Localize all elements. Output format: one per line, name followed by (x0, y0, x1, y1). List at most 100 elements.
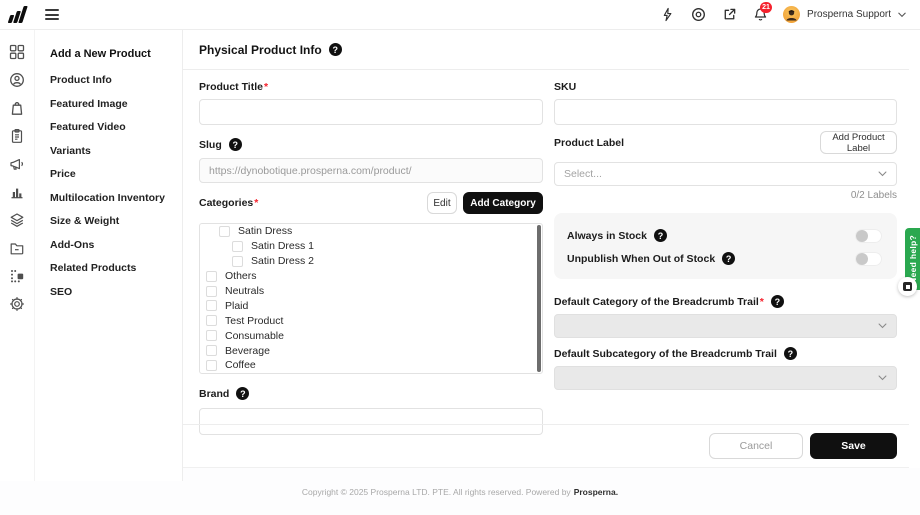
dashboard-icon[interactable] (9, 43, 26, 60)
store-bag-icon[interactable] (9, 99, 26, 116)
checkbox-icon[interactable] (206, 330, 217, 342)
help-icon-always-in-stock[interactable] (653, 229, 667, 242)
sidebar: Add a New Product Product Info Featured … (35, 30, 183, 481)
sidebar-item-related-products[interactable]: Related Products (50, 262, 137, 274)
categories-list: Satin Dress Satin Dress 1 Satin Dress 2 … (199, 223, 543, 374)
footer-brand: Prosperna. (573, 486, 619, 497)
product-title-input[interactable] (199, 99, 543, 125)
checkbox-icon[interactable] (206, 359, 217, 371)
help-icon-default-category[interactable] (770, 295, 784, 308)
page-title: Physical Product Info (199, 42, 322, 57)
settings-gear-icon[interactable] (9, 295, 26, 312)
cancel-button[interactable]: Cancel (709, 433, 803, 459)
slug-label: Slug (199, 138, 543, 151)
default-subcategory-label: Default Subcategory of the Breadcrumb Tr… (554, 347, 897, 360)
categories-label: Categories * (199, 197, 259, 209)
categories-row: Categories * Edit Add Category (199, 192, 543, 214)
product-label-select[interactable]: Select... (554, 162, 897, 186)
apps-grid-icon[interactable] (9, 267, 26, 284)
product-title-label: Product Title * (199, 81, 269, 93)
checkbox-icon[interactable] (219, 225, 230, 237)
target-icon[interactable] (690, 7, 706, 23)
help-icon-default-subcategory[interactable] (783, 347, 797, 360)
always-in-stock-toggle[interactable] (855, 228, 882, 243)
sidebar-item-multilocation-inventory[interactable]: Multilocation Inventory (50, 191, 165, 204)
category-checkbox-row[interactable]: Plaid (200, 298, 542, 313)
checkbox-icon[interactable] (206, 345, 217, 357)
main-header: Physical Product Info (183, 30, 909, 70)
checkbox-icon[interactable] (206, 285, 217, 297)
topbar: 21 Prosperna Support (0, 0, 920, 30)
default-category-select[interactable] (554, 314, 897, 338)
lightning-icon[interactable] (659, 7, 675, 23)
brand-label: Brand (199, 387, 543, 400)
category-checkbox-row[interactable]: Consumable (200, 328, 542, 343)
always-in-stock-row: Always in Stock (567, 224, 882, 247)
add-category-button[interactable]: Add Category (463, 192, 543, 214)
customers-icon[interactable] (9, 71, 26, 88)
sidebar-item-add-ons[interactable]: Add-Ons (50, 238, 95, 251)
slug-input[interactable] (199, 158, 543, 183)
save-button[interactable]: Save (810, 433, 897, 459)
notification-badge: 21 (760, 1, 773, 13)
category-checkbox-row[interactable]: Beverage (200, 343, 542, 358)
hamburger-menu-icon[interactable] (45, 9, 59, 20)
product-label-label: Product Label (554, 136, 625, 149)
files-folder-icon[interactable] (9, 239, 26, 256)
help-icon-physical-product-info[interactable] (328, 43, 342, 56)
category-checkbox-row[interactable]: Satin Dress 2 (200, 254, 542, 269)
unpublish-out-of-stock-toggle[interactable] (855, 251, 882, 266)
checkbox-icon[interactable] (206, 315, 217, 327)
chat-icon (903, 282, 912, 291)
labels-count: 0/2 Labels (850, 190, 897, 201)
user-menu[interactable]: Prosperna Support (783, 6, 906, 23)
edit-categories-button[interactable]: Edit (427, 192, 457, 214)
help-icon-unpublish-out-of-stock[interactable] (722, 252, 736, 265)
checkbox-icon[interactable] (206, 300, 217, 312)
sidebar-item-size-weight[interactable]: Size & Weight (50, 215, 120, 227)
categories-scrollbar[interactable] (537, 225, 541, 372)
checkbox-icon[interactable] (232, 255, 243, 267)
form-footer: Cancel Save (183, 424, 909, 467)
help-icon-slug[interactable] (228, 138, 242, 151)
sidebar-title: Add a New Product (50, 48, 151, 60)
marketing-megaphone-icon[interactable] (9, 155, 26, 172)
category-checkbox-row[interactable]: Neutrals (200, 284, 542, 299)
sku-input[interactable] (554, 99, 897, 125)
product-label-row: Product Label Add Product Label (554, 131, 897, 154)
external-link-icon[interactable] (721, 7, 737, 23)
category-checkbox-row[interactable]: Coffee (200, 358, 542, 373)
category-checkbox-row[interactable]: Satin Dress 1 (200, 239, 542, 254)
checkbox-icon[interactable] (232, 240, 243, 252)
checkbox-icon[interactable] (206, 270, 217, 282)
sidebar-item-featured-image[interactable]: Featured Image (50, 97, 128, 110)
prosperna-logo (7, 6, 28, 23)
analytics-chart-icon[interactable] (9, 183, 26, 200)
help-icon-brand[interactable] (236, 387, 250, 400)
unpublish-out-of-stock-row: Unpublish When Out of Stock (567, 247, 882, 270)
chevron-down-icon (878, 171, 887, 177)
brand-input[interactable] (199, 408, 543, 435)
need-help-tab[interactable]: Need help? (905, 228, 920, 290)
category-checkbox-row[interactable]: Satin Dress (200, 224, 542, 239)
category-checkbox-row[interactable]: Others (200, 269, 542, 284)
stock-toggle-card: Always in Stock Unpublish When Out of St… (554, 213, 897, 279)
chevron-down-icon (878, 375, 887, 381)
chat-widget-button[interactable] (898, 277, 917, 296)
default-subcategory-select[interactable] (554, 366, 897, 390)
main-panel: Physical Product Info Product Title* Slu… (183, 30, 909, 468)
sku-label: SKU (554, 81, 577, 93)
orders-clipboard-icon[interactable] (9, 127, 26, 144)
sidebar-item-price[interactable]: Price (50, 168, 76, 180)
category-checkbox-row[interactable]: Test Product (200, 313, 542, 328)
sidebar-item-featured-video[interactable]: Featured Video (50, 121, 126, 133)
inventory-layers-icon[interactable] (9, 211, 26, 228)
sidebar-item-seo[interactable]: SEO (50, 285, 73, 298)
sidebar-item-product-info[interactable]: Product Info (50, 74, 112, 86)
bell-icon[interactable]: 21 (752, 1, 773, 23)
add-product-label-button[interactable]: Add Product Label (820, 131, 897, 154)
user-name: Prosperna Support (807, 9, 891, 20)
chevron-down-icon (898, 12, 906, 18)
sidebar-item-variants[interactable]: Variants (50, 144, 91, 157)
